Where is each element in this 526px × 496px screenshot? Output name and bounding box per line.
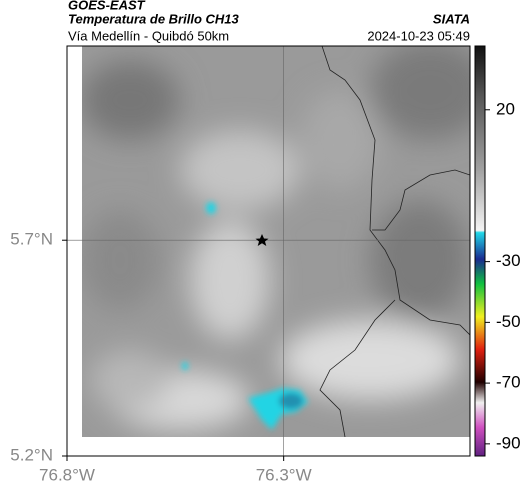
lon-tick-label: 76.3°W [256, 465, 312, 484]
satellite-image [82, 46, 470, 437]
colorbar-tick-label: -70 [496, 373, 521, 392]
ticks: 5.7°N 5.2°N76.8°W 76.3°W 20 -30 -50 -70 -90 [10, 99, 520, 484]
lon-tick-label: 76.8°W [39, 465, 95, 484]
colorbar-tick-label: -30 [496, 251, 521, 270]
lat-tick-label: 5.7°N [10, 230, 53, 249]
colorbar-tick-label: -50 [496, 312, 521, 331]
title: GOES-EAST [68, 0, 146, 12]
location-star [255, 234, 269, 246]
timestamp: 2024-10-23 05:49 [367, 28, 470, 43]
map-frame [66, 45, 471, 457]
route: Vía Medellín - Quibdó 50km [68, 28, 229, 43]
colorbar-tick-label: 20 [496, 99, 515, 118]
colorbar-tick-label: -90 [496, 433, 521, 452]
source: SIATA [433, 11, 470, 26]
subtitle: Temperatura de Brillo CH13 [68, 11, 240, 26]
lat-tick-label: 5.2°N [10, 445, 53, 464]
colorbar [474, 45, 486, 457]
